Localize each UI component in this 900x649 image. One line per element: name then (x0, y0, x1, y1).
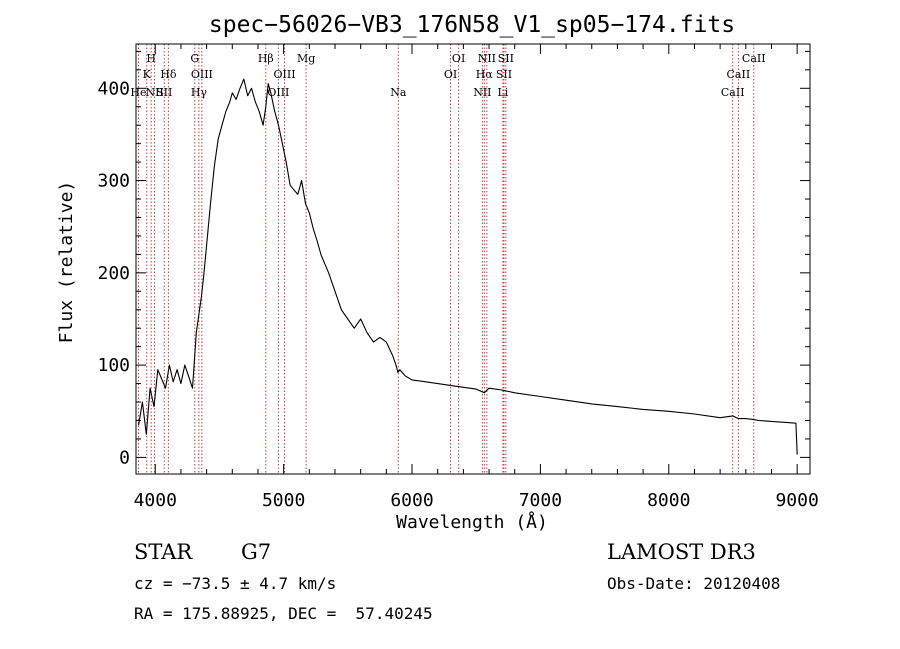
x-axis-label: Wavelength (Å) (396, 511, 548, 533)
y-tick-label-4: 400 (97, 78, 130, 99)
line-marker-label-17: Hα (476, 68, 494, 81)
line-marker-label-23: CaII (727, 68, 751, 81)
x-tick-label-5: 9000 (775, 490, 818, 511)
line-marker-label-7: Hγ (191, 86, 208, 99)
x-tick-label-4: 8000 (647, 490, 690, 511)
sky-coordinates: RA = 175.88925, DEC = 57.40245 (134, 604, 433, 623)
line-marker-label-15: OI (452, 52, 465, 65)
spectrum-chart: spec−56026−VB3_176N58_V1_sp05−174.fits H… (56, 12, 819, 533)
line-marker-label-19: Li (497, 86, 508, 99)
y-tick-label-2: 200 (97, 263, 130, 284)
line-marker-label-10: OIII (267, 86, 289, 99)
y-tick-label-3: 300 (97, 171, 130, 192)
line-marker-label-12: Mg (297, 52, 315, 65)
line-marker-label-24: CaII (742, 52, 766, 65)
x-tick-label-1: 5000 (262, 490, 305, 511)
x-tick-label-0: 4000 (134, 490, 177, 511)
chart-title: spec−56026−VB3_176N58_V1_sp05−174.fits (209, 12, 735, 38)
spectral-subclass: G7 (241, 540, 272, 564)
line-marker-label-6: G (190, 52, 199, 65)
y-tick-label-1: 100 (97, 355, 130, 376)
line-marker-label-20: SII (496, 68, 512, 81)
line-marker-label-8: OIII (191, 68, 213, 81)
line-marker-label-1: K (143, 68, 152, 81)
line-marker-label-11: OIII (274, 68, 296, 81)
redshift-velocity: cz = −73.5 ± 4.7 km/s (134, 574, 337, 593)
object-class: STAR (134, 540, 193, 564)
x-tick-label-3: 7000 (519, 490, 562, 511)
line-marker-label-16: NII (473, 86, 491, 99)
plot-area: HeKHNIISIIHδGHγOIIIHβOIIIOIIIMgNaOIOINII… (97, 43, 819, 511)
line-marker-label-21: SII (498, 52, 514, 65)
line-marker-label-14: OI (444, 68, 457, 81)
line-marker-label-5: Hδ (160, 68, 177, 81)
observation-date: Obs-Date: 20120408 (607, 574, 781, 593)
line-marker-label-3: NII (145, 86, 163, 99)
line-marker-label-0: He (130, 86, 146, 99)
line-marker-label-2: H (146, 52, 156, 65)
line-marker-label-22: CaII (721, 86, 745, 99)
y-tick-label-0: 0 (119, 447, 130, 468)
spectrum-line (138, 78, 798, 455)
line-marker-label-9: Hβ (258, 52, 274, 65)
line-marker-label-13: Na (390, 86, 407, 99)
x-tick-label-2: 6000 (390, 490, 433, 511)
line-marker-label-4: SII (156, 86, 172, 99)
plot-frame (135, 43, 811, 475)
line-marker-label-18: NII (478, 52, 496, 65)
survey-name: LAMOST DR3 (607, 540, 756, 564)
y-axis-label: Flux (relative) (56, 181, 77, 344)
